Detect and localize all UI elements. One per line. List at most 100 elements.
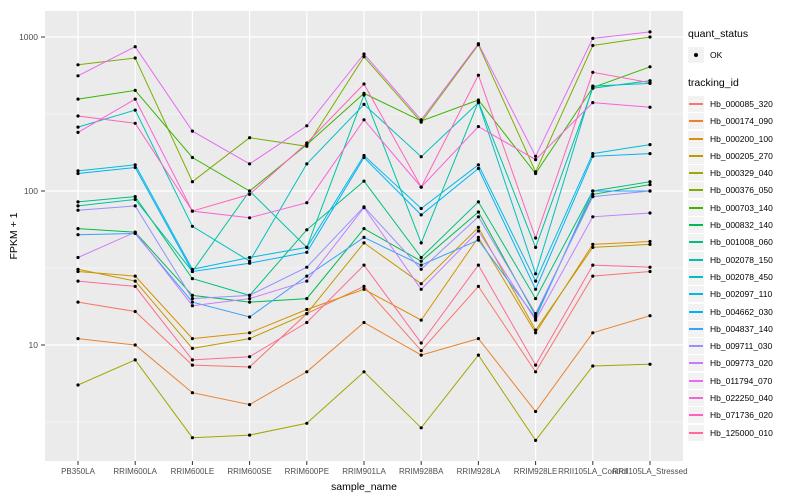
data-point [190, 293, 194, 297]
legend-tracking-id-items: Hb_000085_320 Hb_000174_090 Hb_000200_100 H… [688, 95, 800, 441]
data-point [419, 287, 423, 291]
data-point [476, 229, 480, 233]
data-point [591, 84, 595, 88]
legend-item-label: Hb_071736_020 [710, 410, 773, 421]
data-point [362, 55, 366, 59]
data-point [362, 82, 366, 86]
data-point [591, 43, 595, 48]
data-point [133, 45, 137, 49]
data-point [591, 245, 595, 249]
data-point [190, 269, 194, 274]
data-point [648, 143, 652, 147]
legend-item: Hb_022250_040 [688, 389, 800, 406]
series-line-icon [688, 372, 704, 389]
legend-item-label: Hb_004837_140 [710, 323, 773, 334]
data-point [476, 210, 480, 214]
y-axis-title: FPKM + 1 [8, 212, 20, 260]
data-point [248, 403, 252, 407]
data-point [248, 365, 252, 369]
data-point [648, 105, 652, 109]
legend-item-label: Hb_000085_320 [710, 98, 773, 109]
data-point [305, 245, 309, 249]
data-point [305, 201, 309, 205]
data-point [190, 436, 194, 440]
data-point [76, 200, 80, 204]
data-point [362, 287, 366, 291]
data-point [190, 180, 194, 184]
data-point [76, 300, 80, 304]
data-point [534, 316, 538, 320]
series-line-icon [688, 95, 704, 112]
data-point [419, 349, 423, 353]
series-line-icon [688, 389, 704, 406]
x-tick-label: RRII105LA_Stressed [612, 467, 687, 476]
data-point [534, 297, 538, 301]
data-point [648, 152, 652, 156]
legend-item: Hb_000329_040 [688, 164, 800, 182]
data-point [248, 261, 252, 265]
data-point [648, 265, 652, 269]
series-line-icon [688, 147, 704, 164]
data-point [76, 233, 80, 237]
data-point [133, 121, 137, 125]
data-point [133, 204, 137, 208]
data-point [305, 124, 309, 128]
data-point [133, 274, 137, 278]
x-tick-label: RRIM928LA [457, 467, 501, 476]
legend-item-label: Hb_000703_140 [710, 202, 773, 213]
data-point [591, 364, 595, 368]
data-point [419, 341, 423, 345]
y-tick-label: 10 [29, 340, 39, 350]
data-point [362, 206, 366, 210]
data-point [305, 320, 309, 325]
legend-item: Hb_002078_450 [688, 268, 800, 285]
legend-item: Hb_000376_050 [688, 182, 800, 199]
data-point [76, 97, 80, 101]
data-point [76, 169, 80, 173]
data-point [419, 263, 423, 267]
y-tick-label: 1000 [19, 32, 38, 42]
data-point [534, 236, 538, 240]
series-line-icon [688, 113, 704, 130]
data-point [362, 235, 366, 239]
data-point [362, 227, 366, 231]
data-point [534, 409, 538, 414]
data-point [362, 118, 366, 122]
legend-item-label: Hb_000200_100 [710, 133, 773, 144]
data-point [248, 315, 252, 319]
data-point [76, 383, 80, 387]
data-point [534, 154, 538, 158]
legend-item: Hb_000703_140 [688, 199, 800, 216]
data-point [305, 274, 309, 278]
legend-item-label: Hb_002078_450 [710, 271, 773, 282]
x-tick-label: RRIM901LA [342, 467, 386, 476]
x-tick-label: RRIM928BA [399, 467, 444, 476]
data-point [534, 279, 538, 283]
data-point [591, 331, 595, 335]
data-point [648, 269, 652, 274]
data-point [648, 180, 652, 184]
data-point [362, 241, 366, 245]
data-point [534, 318, 538, 322]
legend-item-label: Hb_000174_090 [710, 116, 773, 127]
data-point [305, 312, 309, 316]
data-point [248, 162, 252, 166]
data-point [76, 208, 80, 212]
data-point [476, 215, 480, 219]
data-point [419, 155, 423, 159]
data-point [476, 101, 480, 105]
data-point [248, 331, 252, 335]
data-point [190, 209, 194, 213]
legend-item-label: Hb_011794_070 [710, 375, 773, 386]
legend-item-label: Hb_004662_030 [710, 306, 773, 317]
data-point [476, 166, 480, 171]
data-point [476, 42, 480, 46]
legend-item-label: Hb_022250_040 [710, 392, 773, 403]
legend-item: Hb_004662_030 [688, 303, 800, 320]
data-point [248, 433, 252, 437]
data-point [190, 304, 194, 308]
data-point [648, 30, 652, 34]
data-point [133, 343, 137, 347]
